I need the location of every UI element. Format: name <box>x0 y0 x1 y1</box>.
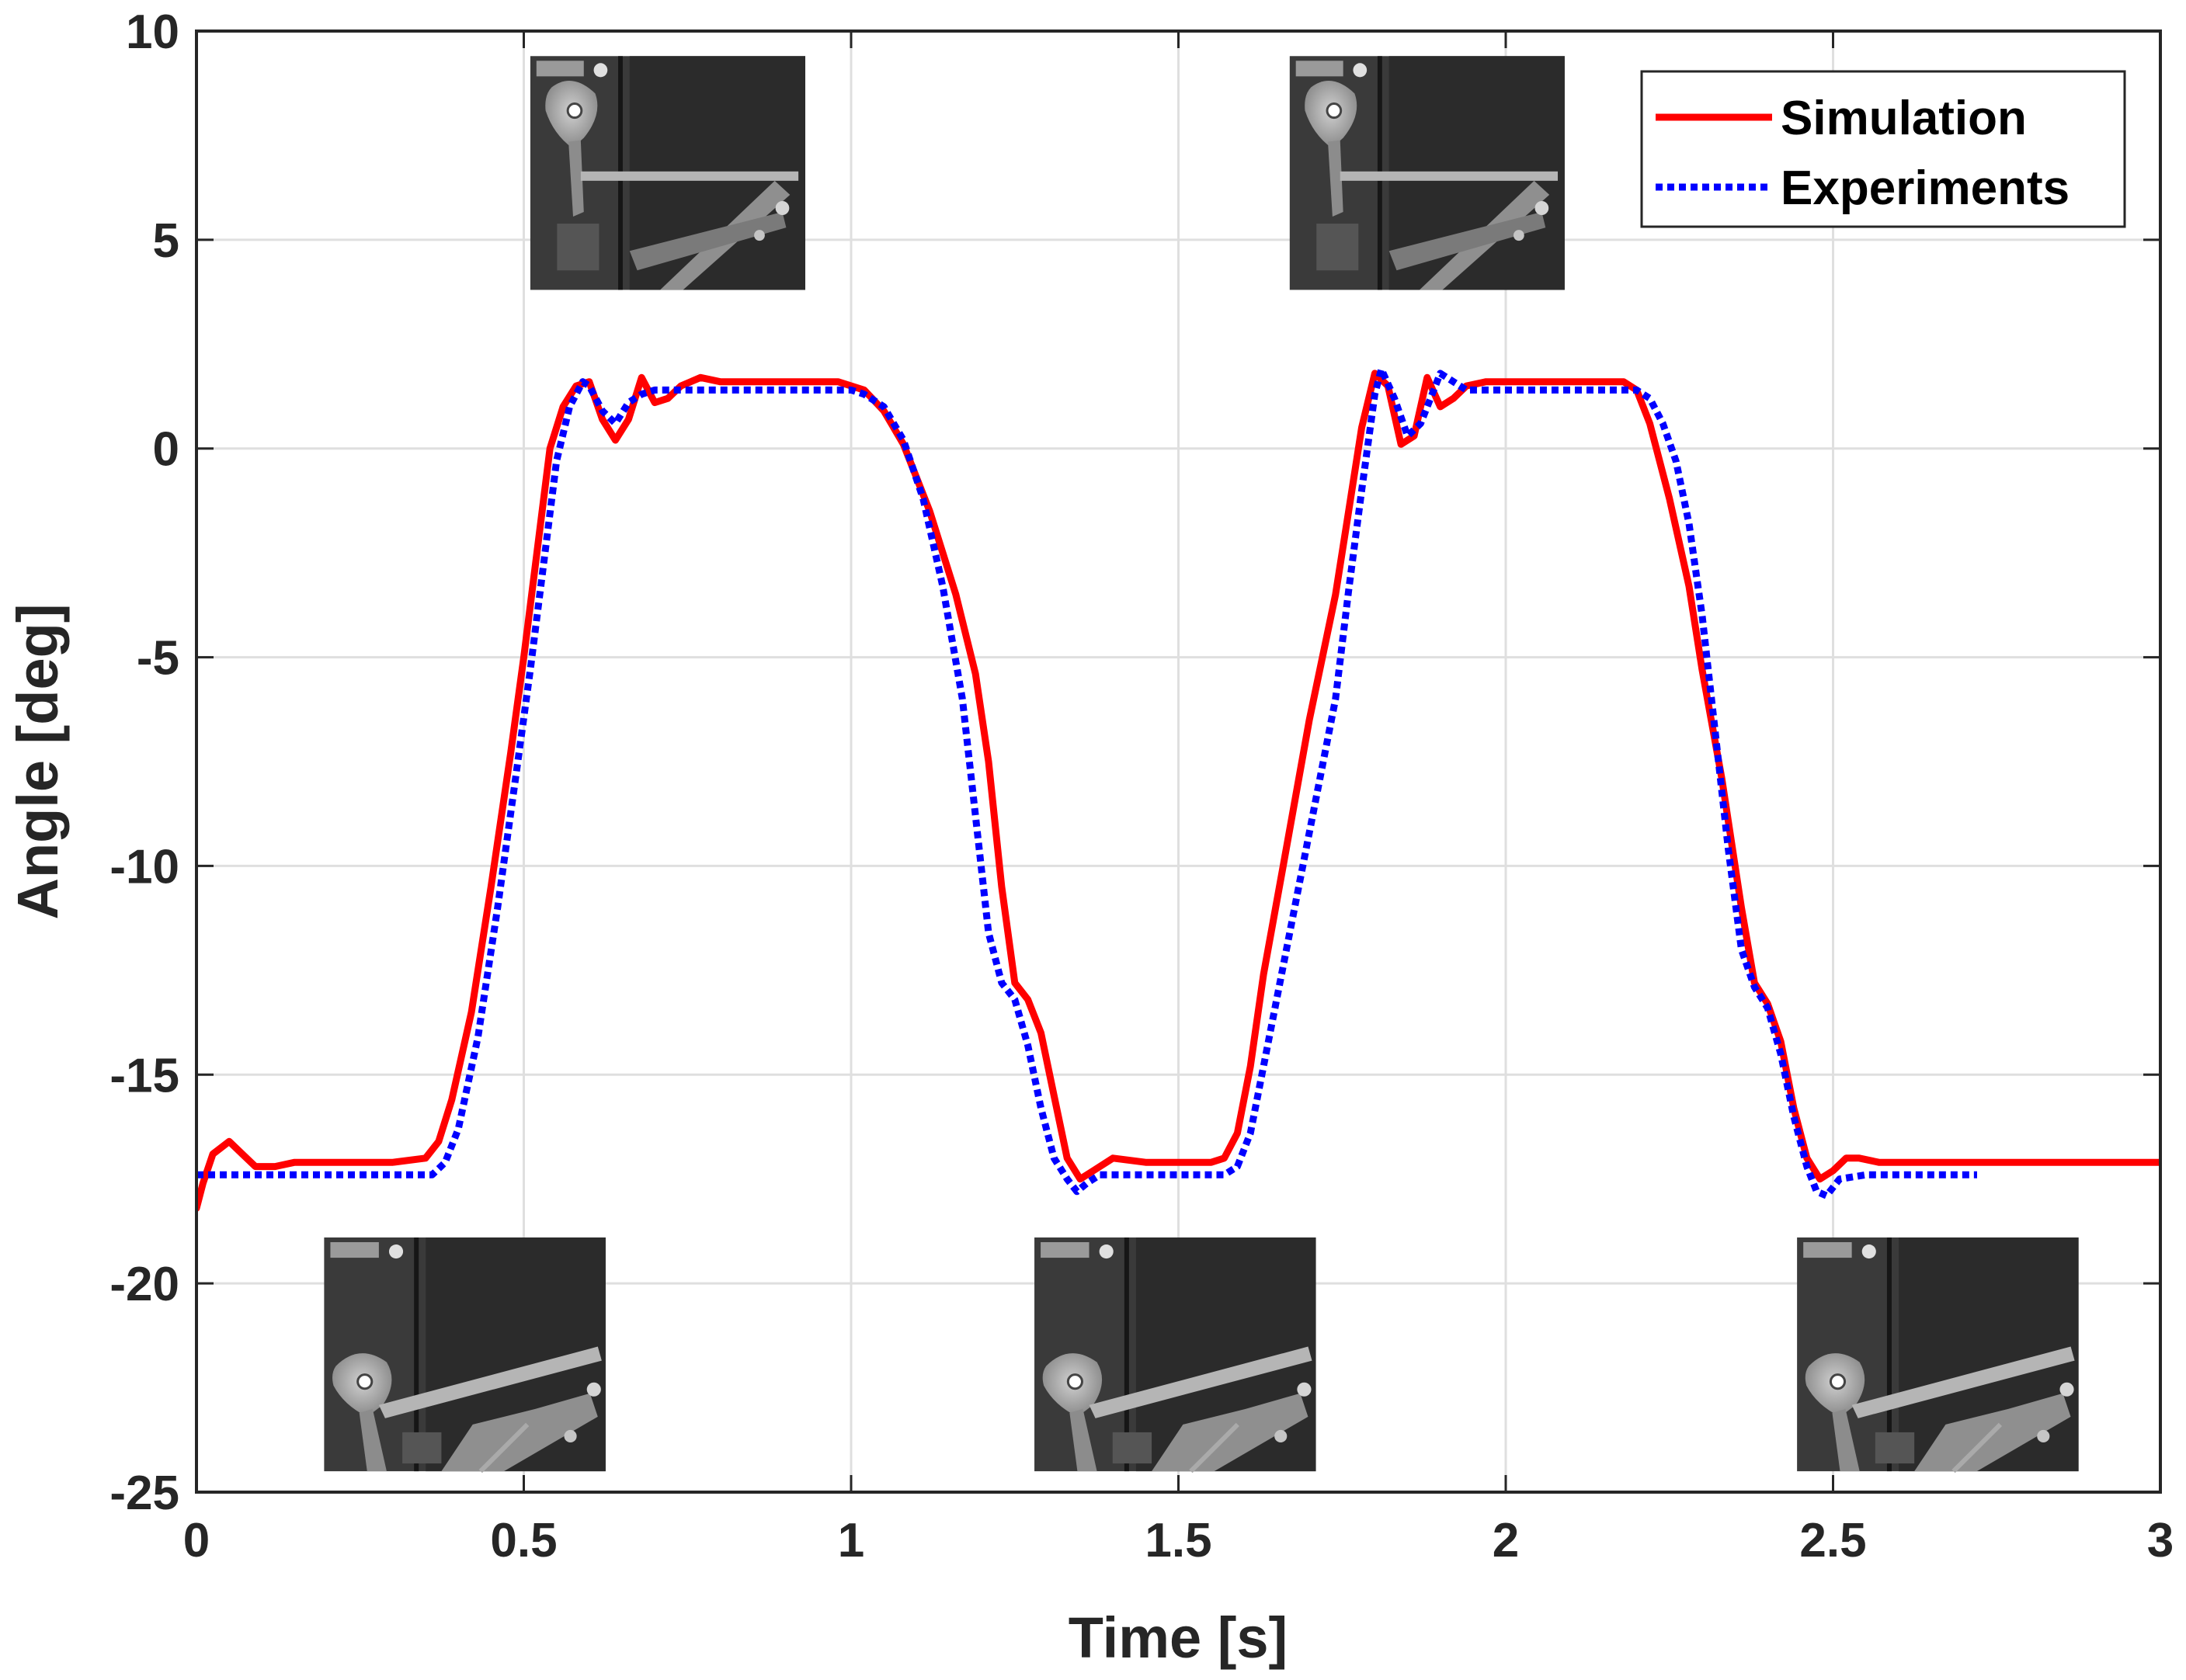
series-lines <box>196 366 2160 1212</box>
y-tick-label: -25 <box>109 1467 179 1520</box>
x-tick-label: 0 <box>183 1514 210 1567</box>
x-tick-label: 3 <box>2147 1514 2174 1567</box>
x-tick-label: 1 <box>838 1514 864 1567</box>
legend-experiments-label: Experiments <box>1781 161 2070 215</box>
y-tick-label: -15 <box>109 1049 179 1102</box>
legend-box <box>1640 70 2126 228</box>
legend-simulation-label: Simulation <box>1781 92 2027 145</box>
y-tick-label: -20 <box>109 1258 179 1311</box>
legend: Simulation Experiments <box>1640 70 2126 228</box>
inset-bottom-2-photo <box>1034 1237 1316 1473</box>
y-tick-label: 10 <box>126 5 179 59</box>
y-tick-label: -10 <box>109 840 179 894</box>
inset-bottom-3-photo <box>1797 1237 2079 1473</box>
photo-insets <box>324 56 2079 1473</box>
x-tick-label: 2.5 <box>1799 1514 1866 1567</box>
x-tick-label: 1.5 <box>1145 1514 1211 1567</box>
series-line-simulation <box>196 370 2160 1212</box>
x-tick-label: 0.5 <box>490 1514 557 1567</box>
axis-ticks: 0 0.5 1 1.5 2 2.5 3 -25 -20 -15 -10 -5 0 5 10 <box>109 5 2174 1567</box>
y-tick-label: 0 <box>153 423 179 477</box>
inset-bottom-1-photo <box>324 1237 606 1473</box>
x-tick-label: 2 <box>1493 1514 1519 1567</box>
y-axis-title: Angle [deg] <box>5 604 70 920</box>
inset-top-2-photo <box>1289 56 1565 290</box>
y-tick-label: 5 <box>153 214 179 268</box>
y-tick-label: -5 <box>137 632 179 686</box>
x-axis-title: Time [s] <box>1069 1605 1288 1670</box>
inset-top-1-photo <box>530 56 805 290</box>
